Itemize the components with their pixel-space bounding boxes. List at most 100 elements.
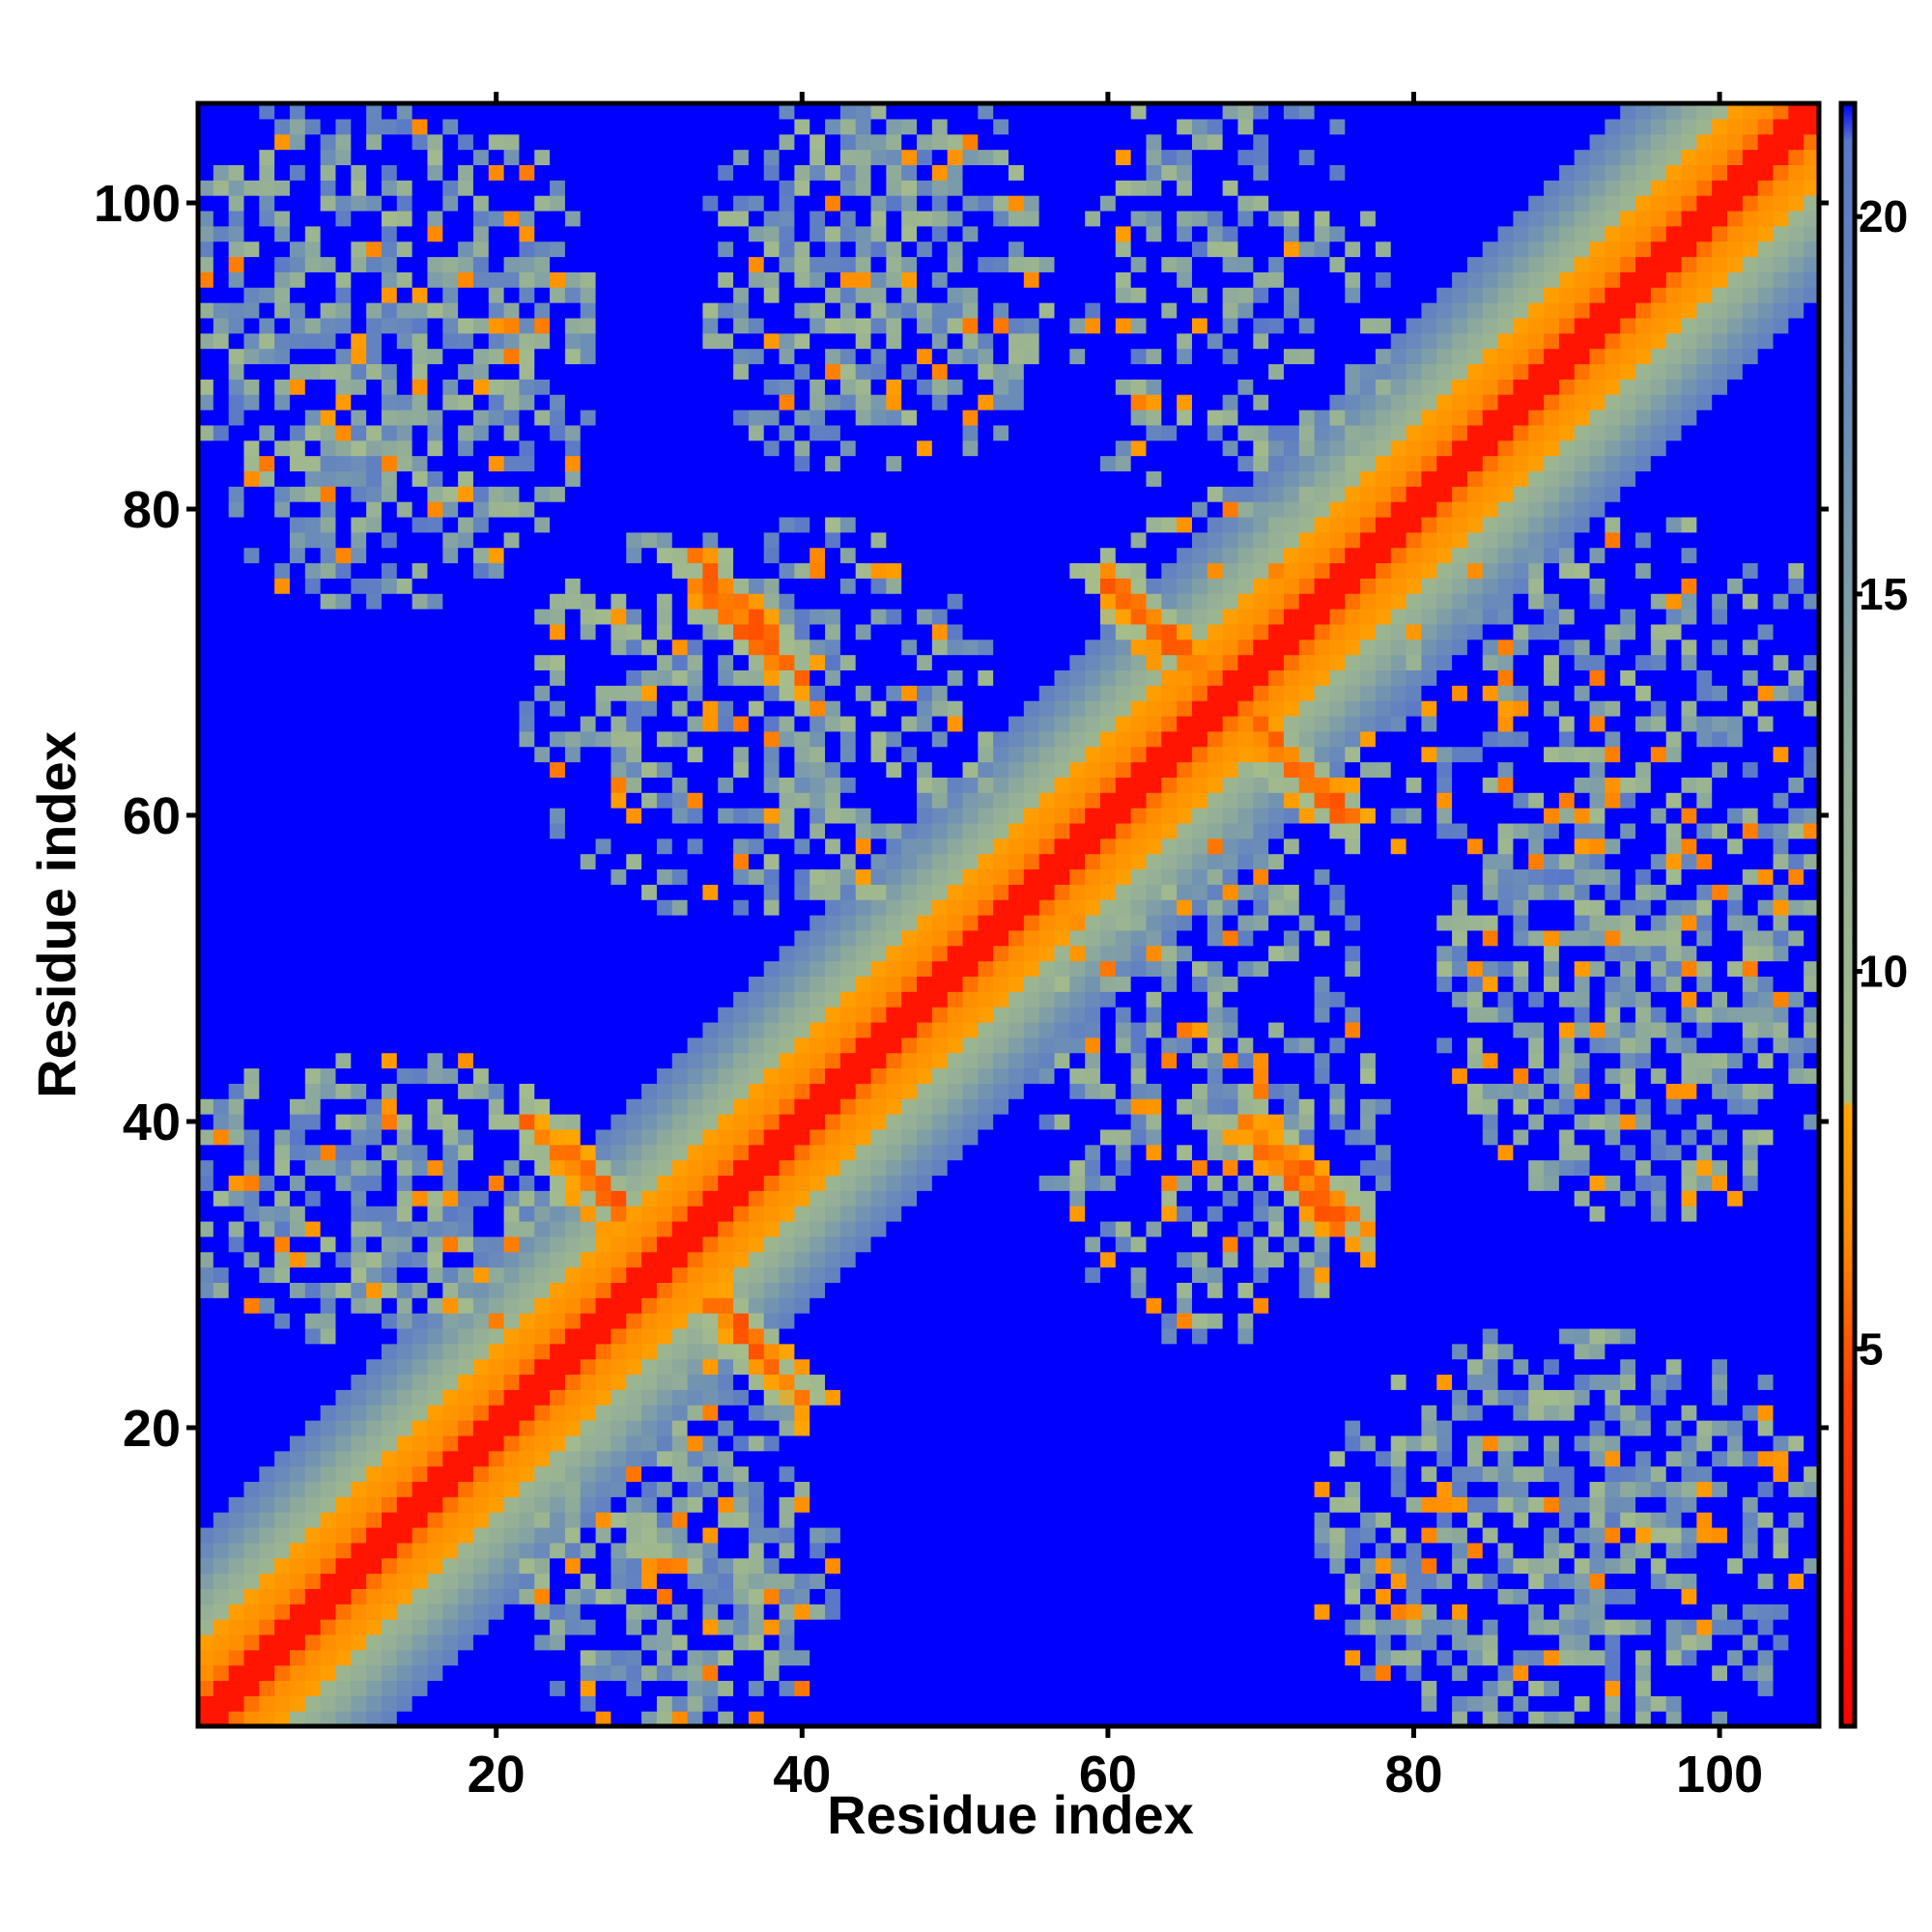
heatmap-cell [1360, 1664, 1377, 1682]
heatmap-cell [213, 1496, 230, 1513]
heatmap-cell [748, 1159, 765, 1177]
heatmap-cell [1528, 1496, 1545, 1513]
heatmap-cell [1712, 1680, 1728, 1696]
heatmap-cell [1620, 1695, 1636, 1712]
heatmap-cell [366, 1526, 383, 1544]
heatmap-cell [580, 1680, 597, 1696]
heatmap-cell [198, 1098, 214, 1115]
heatmap-cell [1421, 1420, 1437, 1436]
heatmap-cell [917, 1405, 933, 1421]
heatmap-cell [1314, 1021, 1331, 1038]
heatmap-cell [228, 1465, 245, 1483]
heatmap-cell [1314, 1236, 1331, 1253]
heatmap-cell [763, 1450, 781, 1467]
heatmap-cell [519, 1313, 535, 1329]
heatmap-cell [213, 1236, 230, 1253]
heatmap-cell [1253, 1297, 1269, 1314]
heatmap-cell [1054, 1343, 1070, 1360]
heatmap-cell [1558, 1282, 1576, 1298]
heatmap-cell [1436, 1604, 1453, 1620]
heatmap-cell [870, 1557, 887, 1575]
heatmap-cell [198, 1435, 214, 1452]
heatmap-cell [947, 1251, 964, 1268]
heatmap-cell [1099, 1144, 1117, 1161]
heatmap-cell [1620, 1052, 1636, 1069]
heatmap-cell [810, 1220, 826, 1237]
heatmap-cell [1466, 1374, 1484, 1390]
heatmap-cell [1406, 1634, 1423, 1651]
heatmap-cell [1038, 1435, 1056, 1452]
heatmap-cell [1390, 1573, 1407, 1589]
heatmap-cell [931, 1313, 949, 1329]
heatmap-cell [810, 1450, 826, 1467]
heatmap-cell [1544, 1282, 1560, 1298]
heatmap-cell [641, 1389, 658, 1406]
heatmap-cell [1513, 1358, 1529, 1376]
heatmap-cell [763, 1236, 781, 1253]
heatmap-cell [1620, 1144, 1636, 1161]
heatmap-cell [1650, 1604, 1667, 1620]
heatmap-cell [1574, 1389, 1591, 1406]
heatmap-cell [1130, 1420, 1148, 1436]
heatmap-cell [1757, 1496, 1775, 1513]
heatmap-cell [1482, 1007, 1499, 1023]
heatmap-cell [1650, 1343, 1667, 1360]
heatmap-cell [488, 1481, 505, 1497]
heatmap-cell [855, 1128, 872, 1146]
heatmap-cell [779, 1052, 795, 1069]
heatmap-cell [1589, 1465, 1605, 1483]
heatmap-cell [1268, 1420, 1285, 1436]
heatmap-cell [1528, 1557, 1545, 1575]
heatmap-cell [396, 1037, 413, 1054]
heatmap-cell [1038, 1190, 1056, 1207]
heatmap-cell [1681, 1098, 1697, 1115]
heatmap-cell [228, 1236, 245, 1253]
heatmap-cell [931, 1481, 949, 1497]
heatmap-cell [641, 1052, 658, 1069]
heatmap-cell [534, 1405, 551, 1421]
heatmap-cell [870, 1159, 887, 1177]
heatmap-cell [198, 1374, 214, 1390]
heatmap-cell [1757, 1144, 1775, 1161]
heatmap-cell [1099, 1067, 1117, 1084]
heatmap-cell [901, 1634, 918, 1651]
heatmap-cell [1773, 1313, 1789, 1329]
heatmap-cell [748, 1711, 765, 1727]
heatmap-cell [1115, 1251, 1132, 1268]
heatmap-cell [611, 1206, 627, 1222]
heatmap-cell [855, 1159, 872, 1177]
heatmap-cell [228, 1374, 245, 1390]
heatmap-cell [1038, 1144, 1056, 1161]
heatmap-cell [1115, 1327, 1132, 1345]
heatmap-cell [1161, 1266, 1178, 1283]
heatmap-cell [1558, 1557, 1576, 1575]
heatmap-cell [886, 1526, 902, 1544]
heatmap-cell [748, 1664, 765, 1682]
heatmap-cell [718, 1526, 734, 1544]
heatmap-cell [1069, 1114, 1086, 1130]
heatmap-cell [396, 1358, 413, 1376]
heatmap-cell [1804, 1420, 1820, 1436]
heatmap-cell [1421, 1526, 1437, 1544]
heatmap-cell [304, 1542, 322, 1559]
heatmap-cell [1558, 1435, 1576, 1452]
heatmap-cell [733, 1251, 750, 1268]
heatmap-cell [1421, 1512, 1437, 1528]
heatmap-cell [1130, 1450, 1148, 1467]
heatmap-cell [1712, 1374, 1728, 1390]
heatmap-cell [289, 1496, 306, 1513]
heatmap-cell [978, 1711, 994, 1727]
heatmap-cell [228, 1266, 245, 1283]
heatmap-cell [1620, 1266, 1636, 1283]
heatmap-cell [1742, 1343, 1759, 1360]
heatmap-cell [1283, 1206, 1300, 1222]
heatmap-cell [1268, 1695, 1285, 1712]
heatmap-cell [641, 1465, 658, 1483]
heatmap-cell [1742, 1190, 1759, 1207]
heatmap-cell [810, 1405, 826, 1421]
heatmap-cell [763, 1313, 781, 1329]
heatmap-cell [458, 1098, 474, 1115]
heatmap-cell [1237, 1297, 1254, 1314]
heatmap-cell [1482, 1236, 1499, 1253]
heatmap-cell [1054, 1664, 1070, 1682]
